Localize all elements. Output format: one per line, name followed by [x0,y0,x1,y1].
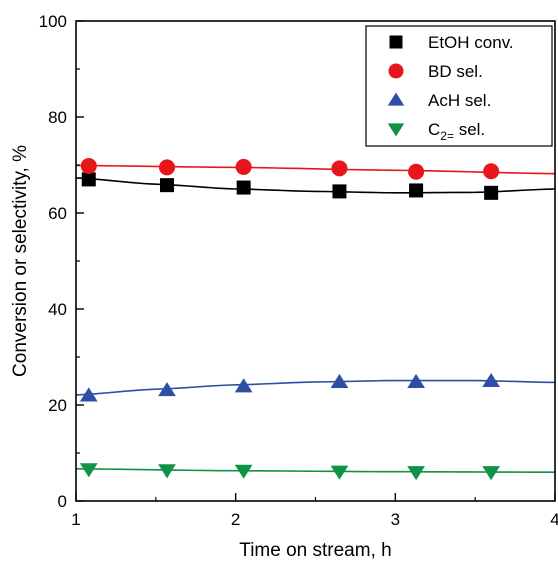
data-point-triangle-down [234,464,253,479]
data-point-square [81,172,96,187]
legend-marker-square [389,35,403,49]
data-point-square [409,183,424,198]
y-tick-label: 20 [48,396,67,415]
legend: EtOH conv. BD sel. AcH sel. C2= sel. [365,25,553,147]
axis-ticks [75,20,556,502]
data-point-triangle-down [407,466,425,481]
fit-line-0 [75,177,556,194]
x-axis-title: Time on stream, h [239,540,391,561]
y-tick-label: 100 [39,12,67,31]
data-point-triangle-up [79,387,98,402]
legend-label: EtOH conv. [428,33,514,52]
data-point-triangle-up [158,382,176,397]
legend-label: C2= sel. [428,120,485,143]
data-point-circle [408,163,425,180]
fit-lines [75,164,556,474]
y-axis-title: Conversion or selectivity, % [10,145,31,377]
data-point-square [160,178,175,193]
data-point-circle [331,160,348,177]
y-tick-label: 60 [48,204,67,223]
data-point-triangle-up [330,373,349,388]
data-point-triangle-up [407,373,425,388]
x-tick-label: 1 [71,510,80,529]
data-point-triangle-up [482,372,500,388]
data-point-triangle-down [482,466,500,481]
fit-line-1 [75,164,556,175]
data-point-circle [80,157,97,174]
legend-marker-triangle-up [387,92,405,106]
fit-line-2 [75,379,556,396]
data-point-square [236,180,251,195]
x-tick-label: 2 [231,510,240,529]
legend-label: AcH sel. [428,91,491,110]
legend-label: BD sel. [428,62,483,81]
data-point-square [332,184,347,199]
data-point-triangle-down [330,465,349,480]
data-point-triangle-down [79,463,98,478]
y-tick-label: 80 [48,108,67,127]
data-point-circle [159,159,176,176]
data-point-square [484,185,499,200]
data-markers [79,157,500,481]
legend-marker-circle [388,63,404,79]
data-point-triangle-up [234,378,253,393]
data-point-circle [235,158,252,175]
data-point-circle [483,163,500,180]
data-point-triangle-down [158,464,176,479]
legend-marker-triangle-down [387,123,405,137]
fit-line-3 [75,468,556,474]
y-tick-label: 0 [58,492,67,511]
x-tick-label: 4 [550,510,558,529]
y-tick-label: 40 [48,300,67,319]
x-tick-label: 3 [391,510,400,529]
